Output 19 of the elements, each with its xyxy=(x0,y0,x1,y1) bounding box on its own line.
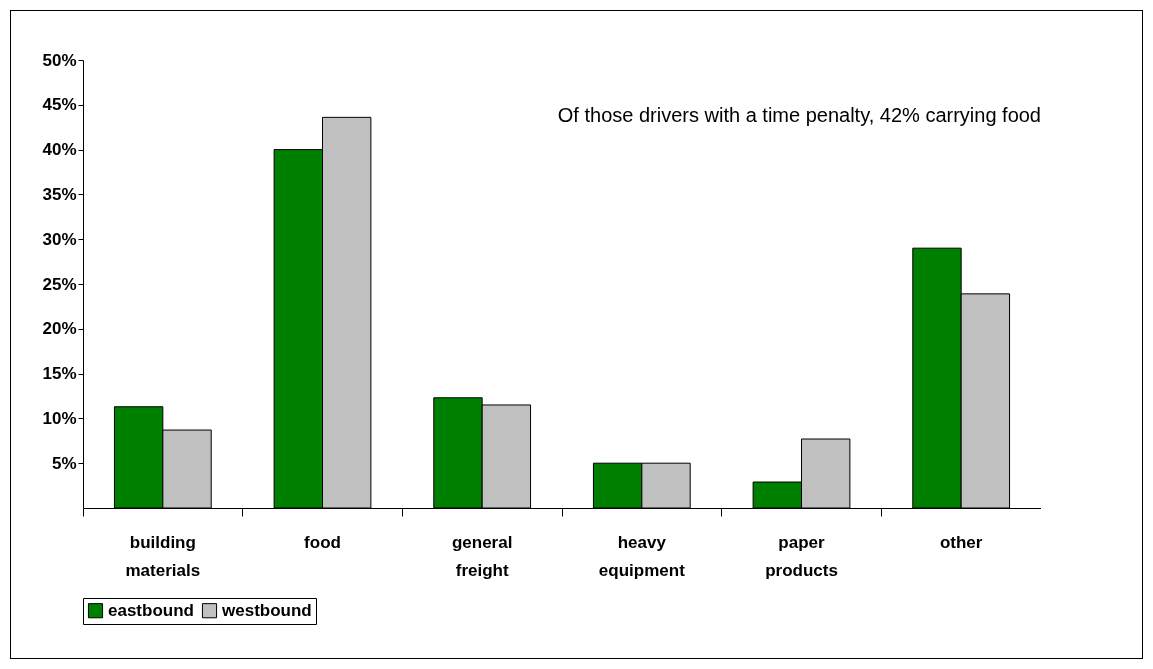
y-tick-label: 45% xyxy=(42,95,77,115)
x-tick-label: other xyxy=(939,532,983,552)
y-tick-label: 40% xyxy=(42,140,77,160)
legend-label: westbound xyxy=(221,600,312,620)
x-tick-label: heavy equipment xyxy=(598,532,686,580)
x-tick-label: building materials xyxy=(125,532,201,580)
y-tick-label: 25% xyxy=(42,274,77,294)
x-tick-label: general freight xyxy=(451,532,513,580)
y-tick-label: 10% xyxy=(42,408,77,428)
x-tick-label: paper products xyxy=(765,532,838,580)
y-tick-label: 50% xyxy=(42,50,77,70)
y-tick-label: 35% xyxy=(42,184,77,204)
annotation: Of those drivers with a time penalty, 42% carrying food xyxy=(557,104,1041,126)
legend-label: eastbound xyxy=(108,600,194,620)
y-tick-label: 5% xyxy=(51,453,77,473)
y-tick-label: 20% xyxy=(42,319,77,339)
x-tick-label: food xyxy=(304,532,341,552)
y-tick-label: 15% xyxy=(42,364,77,384)
y-tick-label: 30% xyxy=(42,229,77,249)
